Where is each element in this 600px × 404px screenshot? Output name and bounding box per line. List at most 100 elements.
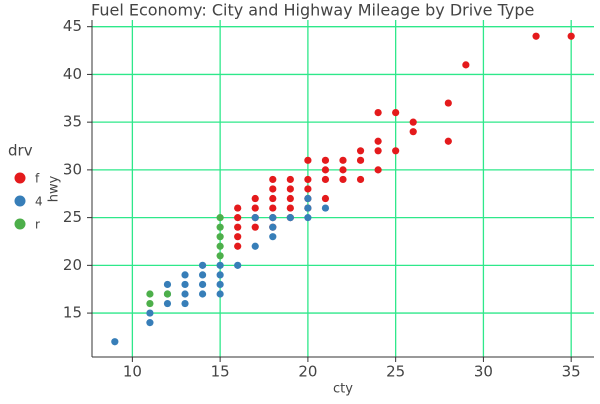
- point: [339, 166, 347, 174]
- legend-marker: [14, 195, 26, 207]
- point: [251, 242, 259, 250]
- point: [251, 204, 259, 212]
- legend-title: drv: [8, 142, 33, 160]
- point: [321, 166, 330, 174]
- point: [216, 271, 224, 279]
- point: [444, 137, 452, 145]
- x-axis-label: cty: [333, 382, 353, 397]
- point: [251, 223, 259, 231]
- point: [269, 223, 277, 231]
- point: [321, 204, 330, 212]
- point: [269, 194, 277, 203]
- point: [304, 194, 312, 203]
- point: [181, 280, 189, 289]
- point: [181, 271, 189, 279]
- point: [269, 233, 277, 241]
- point: [269, 175, 277, 184]
- legend-marker: [14, 172, 26, 184]
- point: [356, 156, 365, 164]
- point: [181, 290, 189, 298]
- x-tick-label: 20: [298, 363, 317, 381]
- point: [216, 252, 224, 260]
- point: [198, 290, 207, 298]
- point: [444, 99, 452, 107]
- point: [304, 204, 312, 212]
- point: [111, 338, 119, 346]
- point: [269, 214, 277, 222]
- point: [216, 214, 224, 222]
- point: [286, 204, 294, 212]
- legend-label: r: [35, 218, 40, 232]
- point: [356, 175, 365, 184]
- point: [269, 204, 277, 212]
- point: [216, 223, 224, 231]
- y-tick-label: 15: [63, 304, 82, 322]
- legend-label: 4: [35, 195, 43, 209]
- y-tick-label: 30: [63, 160, 82, 178]
- point: [216, 290, 224, 298]
- point: [409, 118, 417, 126]
- point: [462, 61, 470, 69]
- y-tick-label: 40: [63, 65, 82, 83]
- point: [321, 156, 330, 164]
- point: [409, 128, 417, 136]
- point: [234, 204, 242, 212]
- legend-marker: [14, 218, 26, 230]
- point: [234, 261, 242, 269]
- y-tick-label: 45: [63, 17, 82, 35]
- point: [198, 261, 207, 269]
- point: [286, 185, 294, 193]
- point: [251, 214, 259, 222]
- point: [286, 194, 294, 203]
- y-axis-label: hwy: [47, 175, 62, 202]
- point: [234, 242, 242, 250]
- point: [181, 299, 189, 308]
- x-tick-label: 30: [474, 363, 493, 381]
- point: [234, 233, 242, 241]
- point: [216, 233, 224, 241]
- point: [216, 280, 224, 289]
- point: [321, 194, 330, 203]
- point: [304, 185, 312, 193]
- point: [304, 214, 312, 222]
- y-tick-label: 35: [63, 113, 82, 131]
- point: [216, 242, 224, 250]
- point: [356, 147, 365, 155]
- point: [374, 109, 382, 117]
- point: [392, 147, 400, 155]
- point: [163, 290, 172, 298]
- point: [567, 32, 575, 40]
- point: [146, 309, 154, 317]
- point: [146, 319, 154, 327]
- point: [198, 280, 207, 289]
- point: [146, 290, 154, 298]
- point: [286, 175, 294, 184]
- point: [163, 280, 172, 289]
- point: [234, 223, 242, 231]
- point: [163, 299, 172, 308]
- point: [374, 166, 382, 174]
- point: [374, 147, 382, 155]
- point: [146, 299, 154, 308]
- chart-title: Fuel Economy: City and Highway Mileage b…: [91, 1, 534, 20]
- x-tick-label: 35: [562, 363, 581, 381]
- point: [286, 214, 294, 222]
- point: [339, 156, 347, 164]
- point: [532, 32, 540, 40]
- y-tick-label: 25: [63, 208, 82, 226]
- point: [321, 175, 330, 184]
- y-tick-label: 20: [63, 256, 82, 274]
- point: [269, 185, 277, 193]
- x-tick-label: 15: [211, 363, 230, 381]
- point: [339, 175, 347, 184]
- point: [198, 271, 207, 279]
- point: [234, 214, 242, 222]
- point: [392, 109, 400, 117]
- point: [304, 156, 312, 164]
- point: [304, 175, 312, 184]
- legend-label: f: [35, 172, 40, 186]
- point: [374, 137, 382, 145]
- point: [251, 194, 259, 203]
- x-tick-label: 25: [386, 363, 405, 381]
